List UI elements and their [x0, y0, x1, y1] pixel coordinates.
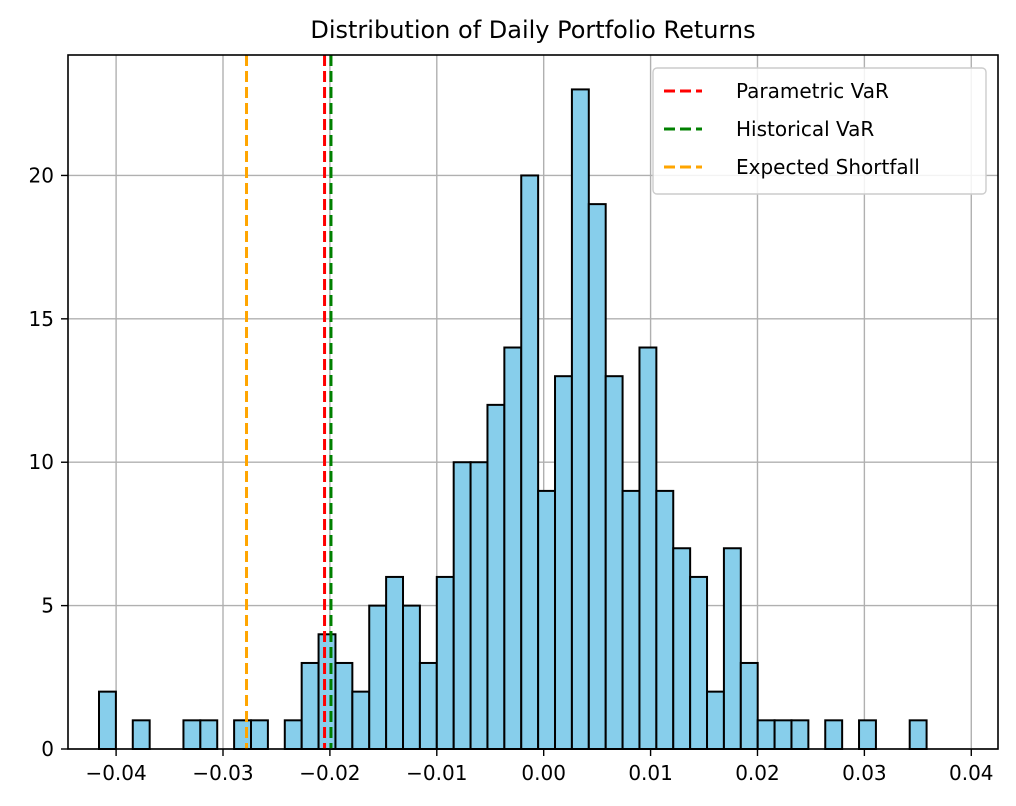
x-tick-label: −0.03 [192, 761, 253, 785]
x-tick-label: 0.02 [735, 761, 780, 785]
x-tick-label: 0.01 [628, 761, 673, 785]
y-axis: 0 5 10 15 20 [29, 163, 68, 761]
histogram-bar [233, 719, 253, 751]
x-tick-label: −0.01 [406, 761, 467, 785]
x-tick-label: 0.00 [521, 761, 566, 785]
histogram-bar [621, 489, 641, 750]
legend-box [652, 67, 987, 195]
y-tick-label: 10 [29, 450, 54, 474]
plot-frame [67, 54, 999, 750]
legend: Parametric VaR Historical VaR Expected Sho… [652, 67, 987, 195]
histogram-bar [199, 719, 219, 751]
histogram-bar [469, 461, 489, 750]
histogram-bar [604, 375, 624, 750]
histogram-bars [98, 88, 928, 751]
y-tick-label: 20 [29, 163, 54, 187]
x-tick-label: 0.03 [842, 761, 887, 785]
legend-label: Historical VaR [736, 117, 874, 141]
histogram-bar [570, 88, 590, 751]
chart-title: Distribution of Daily Portfolio Returns [310, 16, 755, 44]
histogram-bar [722, 547, 742, 751]
histogram-bar [756, 719, 776, 751]
histogram-bar [537, 489, 557, 750]
histogram-bar [402, 604, 421, 750]
histogram-bar [638, 346, 658, 750]
histogram-bar [98, 690, 117, 751]
histogram-bar [689, 575, 709, 751]
histogram-bar [486, 403, 506, 750]
x-tick-label: 0.04 [949, 761, 994, 785]
histogram-bar [908, 719, 928, 751]
histogram-bar [452, 461, 472, 750]
histogram-bar [283, 719, 303, 751]
y-tick-label: 15 [29, 307, 54, 331]
histogram-bar [554, 375, 573, 750]
legend-label: Expected Shortfall [736, 155, 920, 179]
histogram-bar [672, 547, 692, 751]
legend-label: Parametric VaR [736, 79, 889, 103]
histogram-bar [587, 203, 607, 750]
y-tick-label: 0 [41, 737, 54, 761]
histogram-bar [351, 690, 371, 751]
histogram-bar [503, 346, 523, 750]
histogram-bar [706, 690, 725, 751]
histogram-bar [773, 719, 793, 751]
histogram-bar [368, 604, 388, 750]
histogram-bar [131, 719, 151, 751]
histogram-bar [824, 719, 844, 751]
histogram-bar [317, 633, 337, 750]
histogram-bar [858, 719, 877, 751]
histogram-bar [334, 661, 354, 750]
histogram-bar [520, 174, 540, 750]
histogram-bar [385, 575, 405, 751]
x-axis: −0.04 −0.03 −0.02 −0.01 0.00 0.01 0.02 0.03 0.04 [85, 749, 994, 785]
histogram-bar [182, 719, 202, 751]
histogram-bar [250, 719, 269, 751]
histogram-bar [418, 661, 438, 750]
histogram-bar [739, 661, 759, 750]
histogram-bar [300, 661, 320, 750]
x-tick-label: −0.04 [85, 761, 146, 785]
histogram-bar [435, 575, 455, 751]
histogram-bar [655, 489, 675, 750]
y-tick-label: 5 [41, 594, 54, 618]
histogram-bar [790, 719, 810, 751]
x-tick-label: −0.02 [299, 761, 360, 785]
reference-lines [245, 55, 333, 749]
